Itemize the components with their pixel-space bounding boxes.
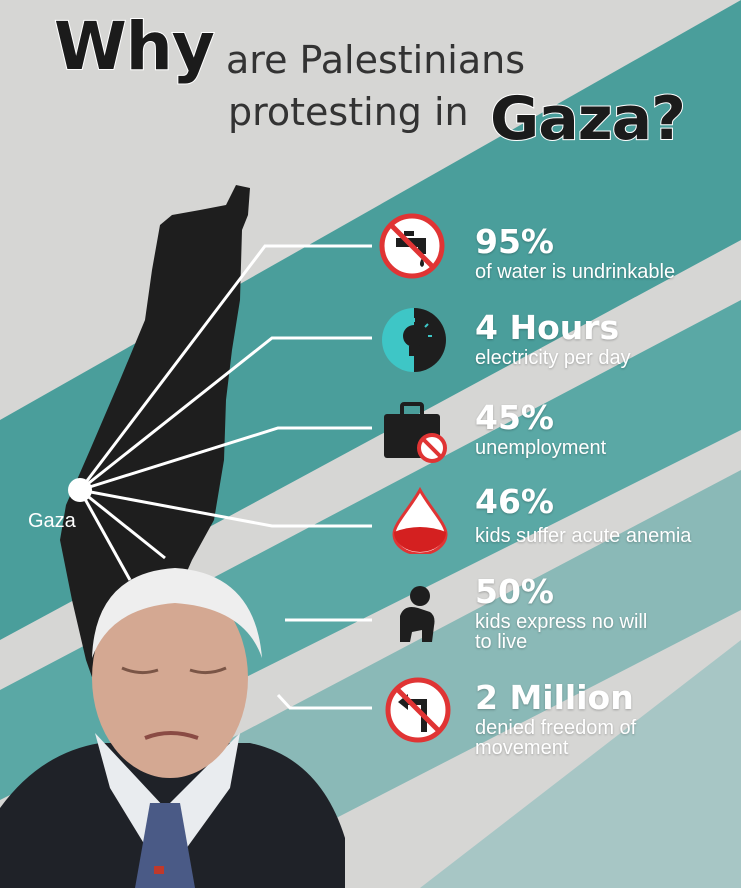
hair (92, 568, 262, 658)
title-line-2: protesting in (228, 90, 469, 134)
stat-value-movement: 2 Million (475, 678, 634, 717)
stat-desc-movement: denied freedom of movement (475, 717, 637, 759)
stat-value-electricity: 4 Hours (475, 308, 620, 347)
no-turn-icon (385, 677, 451, 743)
stat-value-unemployment: 45% (475, 398, 554, 437)
stat-desc-unemployment: unemployment (475, 437, 607, 459)
sad-child-icon (400, 586, 435, 642)
title-why: Why (53, 7, 216, 86)
teal-stripe-corner (420, 640, 741, 888)
gaza-dot (68, 478, 92, 502)
briefcase-forbidden-icon (384, 402, 447, 463)
gaza-map-label: Gaza (28, 510, 76, 532)
palestine-map (60, 185, 250, 700)
stat-desc-anemia: kids suffer acute anemia (475, 525, 692, 547)
connector-lines (78, 244, 372, 710)
man-photo (0, 568, 345, 888)
flag-pin (154, 866, 164, 874)
no-water-tap-icon (379, 213, 445, 279)
stat-desc-electricity: electricity per day (475, 347, 631, 369)
blood-drop-icon (392, 486, 448, 554)
stat-value-will-to-live: 50% (475, 572, 554, 611)
stat-value-water: 95% (475, 222, 554, 261)
stat-desc-water: of water is undrinkable (475, 261, 676, 283)
lightbulb-icon (382, 308, 446, 372)
tie (135, 803, 195, 888)
stat-value-anemia: 46% (475, 482, 554, 521)
title-gaza: Gaza? (489, 83, 687, 155)
title-line-1: are Palestinians (226, 38, 526, 82)
face (92, 578, 248, 778)
stat-desc-will-to-live: kids express no will to live (475, 611, 648, 653)
